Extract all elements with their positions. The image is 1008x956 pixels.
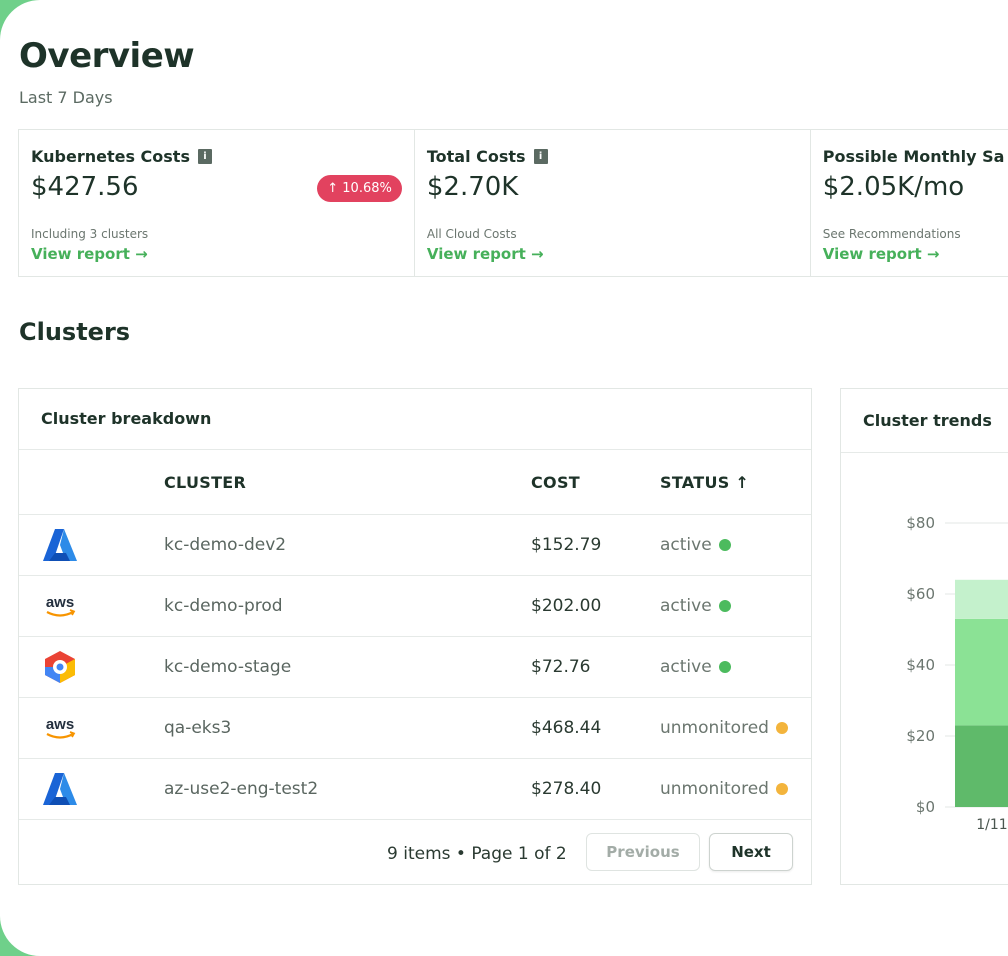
date-range-label: Last 7 Days (19, 88, 113, 107)
svg-text:aws: aws (46, 716, 74, 733)
arrow-up-icon: ↑ (327, 181, 339, 196)
divider (19, 449, 811, 450)
kpi-value: $427.56 (31, 172, 139, 202)
next-page-button[interactable]: Next (709, 833, 793, 871)
y-tick-label: $60 (906, 585, 935, 603)
info-icon[interactable]: i (197, 149, 212, 164)
arrow-right-icon: → (135, 245, 148, 263)
cluster-status: unmonitored (660, 718, 788, 738)
kpi-note: All Cloud Costs (426, 227, 517, 241)
status-text: active (660, 657, 712, 677)
kpi-label-text: Possible Monthly Sa (822, 147, 1005, 166)
kpi-monthly-savings: Possible Monthly Sa $2.05K/mo See Recomm… (811, 130, 1008, 276)
view-report-text: View report (426, 245, 526, 263)
pagination-summary: 9 items • Page 1 of 2 (387, 844, 567, 864)
kpi-note: See Recommendations (822, 227, 961, 241)
section-title: Clusters (19, 318, 131, 346)
column-header-cost[interactable]: COST (531, 473, 580, 492)
column-header-cluster[interactable]: CLUSTER (164, 473, 247, 492)
bar-segment-kc-demo-stage[interactable] (955, 579, 1008, 619)
cluster-cost: $468.44 (531, 718, 602, 738)
aws-logo-icon: aws (46, 594, 76, 617)
status-dot-icon (718, 539, 731, 551)
status-text: active (660, 596, 712, 616)
aws-logo-icon: aws (46, 716, 76, 739)
info-icon[interactable]: i (533, 149, 548, 164)
card-title: Cluster trends (863, 411, 992, 430)
cluster-status: active (660, 657, 731, 677)
table-row[interactable]: aws kc-demo-prod $202.00 active (19, 575, 811, 636)
kpi-label-text: Kubernetes Costs (31, 147, 190, 166)
cluster-cost: $278.40 (531, 779, 602, 799)
kpi-label-text: Total Costs (426, 147, 526, 166)
kpi-label: Total Costs i (427, 147, 548, 166)
kpi-value: $2.70K (426, 172, 519, 202)
table-row[interactable]: aws qa-eks3 $468.44 unmonitored (19, 697, 811, 758)
view-report-text: View report (31, 245, 130, 263)
column-header-status[interactable]: STATUS ↑ (660, 473, 749, 492)
column-header-status-text: STATUS (660, 473, 730, 492)
view-report-link[interactable]: View report → (823, 245, 940, 263)
cluster-status: unmonitored (660, 779, 788, 799)
status-text: unmonitored (660, 779, 769, 799)
kpi-note: Including 3 clusters (31, 227, 149, 241)
y-tick-label: $20 (906, 727, 935, 745)
page-title: Overview (19, 36, 195, 76)
change-badge-value: 10.68% (342, 181, 392, 196)
bar-segment-kc-demo-prod[interactable] (955, 618, 1008, 726)
status-text: active (660, 535, 712, 555)
table-row[interactable]: az-use2-eng-test2 $278.40 unmonitored (19, 758, 811, 819)
kpi-row: Kubernetes Costs i $427.56 ↑ 10.68% Incl… (18, 129, 1008, 277)
cluster-cost: $72.76 (531, 657, 591, 677)
sort-arrow-up-icon: ↑ (735, 473, 750, 492)
kpi-label: Possible Monthly Sa (823, 147, 1005, 166)
svg-text:aws: aws (46, 594, 74, 611)
azure-logo-icon (43, 773, 77, 805)
status-text: unmonitored (660, 718, 769, 738)
cluster-name: az-use2-eng-test2 (164, 779, 319, 799)
table-row[interactable]: kc-demo-stage $72.76 active (19, 636, 811, 697)
kpi-kubernetes-costs: Kubernetes Costs i $427.56 ↑ 10.68% Incl… (19, 130, 415, 276)
cluster-breakdown-card: Cluster breakdown CLUSTER COST STATUS ↑ … (18, 388, 812, 885)
cluster-trends-card: Cluster trends $0 $20 $40 $60 $80 1/11 (840, 388, 1008, 885)
divider (19, 819, 811, 820)
divider (841, 452, 1008, 453)
y-tick-label: $0 (916, 798, 935, 816)
kpi-total-costs: Total Costs i $2.70K All Cloud Costs Vie… (415, 130, 811, 276)
y-tick-label: $80 (906, 514, 935, 532)
cluster-trends-chart: $0 $20 $40 $60 $80 1/11 (906, 514, 1008, 833)
status-dot-icon (775, 783, 788, 795)
arrow-right-icon: → (926, 245, 940, 263)
kpi-label: Kubernetes Costs i (31, 147, 212, 166)
status-dot-icon (718, 661, 731, 673)
card-title: Cluster breakdown (41, 409, 212, 428)
azure-logo-icon (43, 529, 77, 561)
y-tick-label: $40 (906, 656, 935, 674)
previous-page-button[interactable]: Previous (586, 833, 700, 871)
cluster-cost: $152.79 (531, 535, 602, 555)
table-row[interactable]: kc-demo-dev2 $152.79 active (19, 514, 811, 575)
cluster-status: active (660, 535, 731, 555)
cluster-name: kc-demo-dev2 (164, 535, 287, 555)
cluster-status: active (660, 596, 731, 616)
gcp-logo-icon (45, 651, 75, 683)
x-tick-label: 1/11 (976, 817, 1007, 833)
view-report-link[interactable]: View report → (31, 245, 148, 263)
change-badge: ↑ 10.68% (317, 175, 402, 202)
bar-segment-kc-demo-dev2[interactable] (955, 725, 1008, 807)
view-report-text: View report (822, 245, 922, 263)
cluster-name: qa-eks3 (164, 718, 232, 738)
arrow-right-icon: → (531, 245, 544, 263)
cluster-cost: $202.00 (531, 596, 602, 616)
view-report-link[interactable]: View report → (427, 245, 544, 263)
cluster-name: kc-demo-prod (164, 596, 283, 616)
cluster-name: kc-demo-stage (164, 657, 292, 677)
status-dot-icon (775, 722, 788, 734)
kpi-value: $2.05K/mo (822, 172, 965, 202)
status-dot-icon (718, 600, 731, 612)
